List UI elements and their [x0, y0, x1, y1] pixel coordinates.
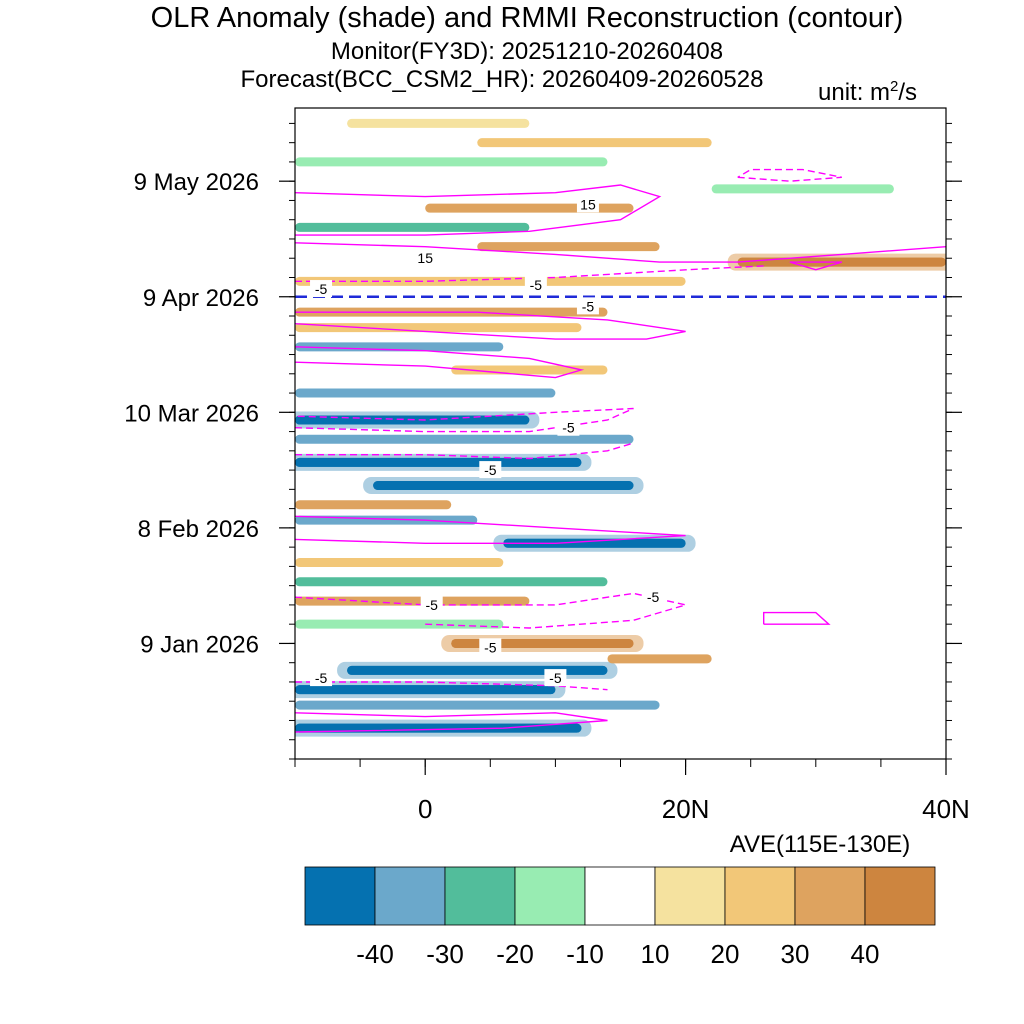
colorbar-label: -10	[566, 939, 604, 969]
rmmi-contour	[295, 242, 946, 263]
contour-label-bg	[524, 276, 547, 294]
olr-band	[295, 500, 452, 510]
colorbar-swatch	[374, 866, 446, 926]
rmmi-contour	[295, 442, 634, 460]
chart-title: OLR Anomaly (shade) and RMMI Reconstruct…	[150, 2, 904, 34]
rmmi-contour	[295, 681, 608, 691]
olr-band-core	[295, 457, 582, 467]
olr-band	[477, 138, 712, 148]
y-tick-label: 9 Apr 2026	[143, 285, 259, 312]
colorbar-label: 30	[781, 939, 810, 969]
contour-label-bg	[310, 669, 333, 687]
colorbar-swatch	[724, 866, 796, 926]
colorbar-swatch	[654, 866, 726, 926]
olr-band-core	[373, 481, 634, 491]
contour-label-bg	[479, 461, 502, 479]
contour-label: 15	[417, 250, 433, 266]
x-axis-label: AVE(115E-130E)	[730, 831, 911, 858]
rmmi-contour	[295, 407, 634, 433]
olr-band-core	[451, 638, 634, 648]
colorbar-swatch	[304, 866, 376, 926]
olr-band	[295, 619, 504, 629]
olr-band	[347, 118, 530, 128]
contour-label: -5	[549, 670, 562, 686]
y-tick-label: 9 May 2026	[134, 169, 259, 196]
rmmi-contour	[763, 611, 831, 625]
colorbar: -40 -30 -20 -10 10 20 30 40	[304, 866, 936, 969]
rmmi-contour	[789, 261, 842, 271]
olr-band	[711, 184, 894, 194]
colorbar-label: -20	[496, 939, 534, 969]
olr-band	[295, 157, 608, 167]
x-tick-label: 0	[418, 794, 432, 824]
colorbar-swatch	[794, 866, 866, 926]
contour-label: -5	[425, 597, 438, 613]
olr-band	[295, 700, 660, 710]
colorbar-label: 40	[851, 939, 880, 969]
olr-band	[295, 434, 634, 444]
contour-label-bg	[576, 297, 599, 315]
rmmi-contour	[295, 346, 585, 379]
olr-band	[295, 342, 504, 352]
olr-band	[425, 203, 634, 213]
contour-label-bg	[576, 195, 599, 213]
olr-band	[295, 596, 530, 606]
colorbar-label: -30	[426, 939, 464, 969]
contour-label-bg	[479, 638, 502, 656]
forecast-subtitle: Forecast(BCC_CSM2_HR): 20260409-20260528	[240, 66, 764, 93]
units-suffix: /s	[898, 79, 918, 106]
contour-label: -5	[315, 281, 328, 297]
contour-label: -5	[484, 639, 497, 655]
rmmi-contour	[295, 311, 686, 340]
colorbar-label: 20	[711, 939, 740, 969]
olr-band-core	[347, 665, 608, 675]
contour-label-bg	[642, 588, 665, 606]
contour-label: 15	[580, 196, 596, 212]
contour-label: -5	[530, 277, 543, 293]
colorbar-swatch	[444, 866, 516, 926]
colorbar-swatch	[584, 866, 656, 926]
rmmi-contour	[737, 168, 842, 182]
units-prefix: unit: m	[818, 79, 891, 106]
y-tick-label: 9 Jan 2026	[140, 631, 259, 658]
y-tick-label: 10 Mar 2026	[124, 400, 259, 427]
contour-label-bg	[544, 669, 567, 687]
olr-band	[295, 388, 556, 398]
contour-label: -5	[562, 420, 575, 436]
x-tick-label: 40N	[922, 794, 970, 824]
olr-band-core	[295, 685, 556, 695]
axes: 9 Jan 2026 8 Feb 2026 10 Mar 2026 9 Apr 202…	[124, 122, 970, 824]
colorbar-swatch	[864, 866, 936, 926]
contour-label: -5	[484, 462, 497, 478]
contour-label: -5	[582, 298, 595, 314]
units-exponent: 2	[890, 78, 899, 95]
contour-label: -5	[315, 670, 328, 686]
units-label: unit: m2/s	[818, 78, 917, 107]
olr-band	[295, 577, 608, 587]
x-tick-label: 20N	[662, 794, 710, 824]
olr-band	[295, 558, 504, 568]
rmmi-contour	[295, 712, 608, 733]
contour-label: -5	[647, 589, 660, 605]
olr-band	[295, 276, 686, 286]
olr-band	[477, 242, 660, 252]
colorbar-label: 10	[641, 939, 670, 969]
olr-band	[607, 654, 712, 664]
monitor-subtitle: Monitor(FY3D): 20251210-20260408	[330, 38, 724, 65]
contour-label-bg	[310, 280, 333, 298]
y-tick-label: 8 Feb 2026	[138, 516, 259, 543]
rmmi-contour	[295, 515, 686, 544]
contour-label-bg	[557, 418, 580, 436]
colorbar-swatch	[514, 866, 586, 926]
colorbar-label: -40	[356, 939, 394, 969]
olr-band-core	[503, 538, 686, 548]
contour-label-bg	[414, 249, 437, 267]
olr-band	[295, 323, 582, 333]
rmmi-contour	[295, 184, 662, 236]
contour-label-group: 15 15 -5 -5 -5 -5 -5 -5 -5 -5 -5 -5	[310, 195, 665, 687]
contour-label-bg	[420, 595, 443, 613]
olr-band	[295, 222, 530, 232]
